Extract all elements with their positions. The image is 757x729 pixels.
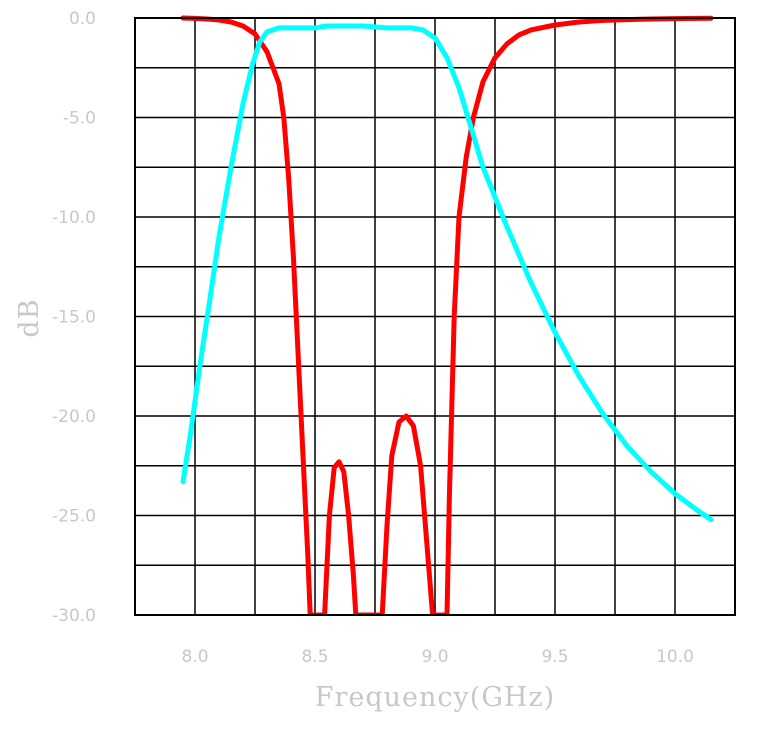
series-line-2 (180, 23, 714, 522)
y-tick-label: -20.0 (52, 407, 96, 427)
y-tick-label: -15.0 (52, 308, 96, 328)
y-tick-label: -25.0 (52, 507, 96, 527)
y-tick-label: -10.0 (52, 208, 96, 228)
y-tick-label: -5.0 (63, 109, 96, 129)
y-axis-ticks: 0.0 -5.0 -10.0 -15.0 -20.0 -25.0 -30.0 (52, 9, 96, 626)
plot-frame (134, 17, 736, 616)
x-axis-title: Frequency(GHz) (315, 682, 555, 713)
x-tick-label: 10.0 (656, 647, 694, 667)
x-tick-label: 8.5 (301, 647, 328, 667)
series-line-1 (180, 15, 714, 615)
y-tick-label: 0.0 (69, 9, 96, 29)
series-layer (180, 15, 714, 615)
y-tick-label: -30.0 (52, 606, 96, 626)
x-tick-label: 8.0 (181, 647, 208, 667)
x-tick-label: 9.5 (541, 647, 568, 667)
y-axis-title: dB (14, 298, 45, 337)
grid-lines (135, 18, 735, 615)
x-tick-label: 9.0 (421, 647, 448, 667)
x-axis-ticks: 8.08.59.09.510.010.5 (181, 647, 694, 667)
